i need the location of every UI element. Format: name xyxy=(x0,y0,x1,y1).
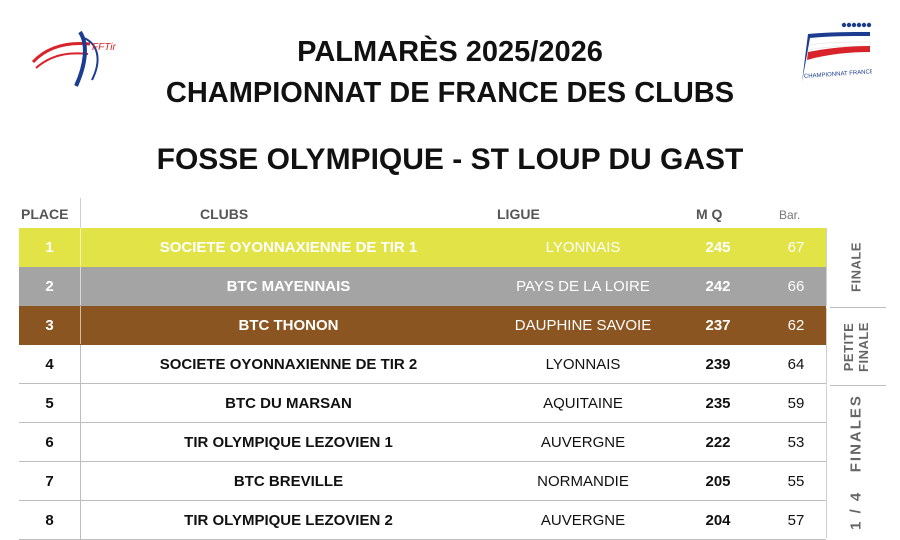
svg-text:FFTir: FFTir xyxy=(92,42,116,53)
ligue-cell: LYONNAIS xyxy=(496,228,670,267)
mq-cell: 235 xyxy=(670,383,766,423)
table-row: 4 SOCIETE OYONNAXIENNE DE TIR 2 LYONNAIS… xyxy=(19,344,826,384)
table-row: 5 BTC DU MARSAN AQUITAINE 235 59 xyxy=(19,383,826,423)
table-row: 3 BTC THONON DAUPHINE SAVOIE 237 62 xyxy=(19,305,826,345)
col-header-bar: Bar. xyxy=(779,208,801,222)
col-header-ligue: LIGUE xyxy=(497,206,540,222)
ligue-cell: AUVERGNE xyxy=(496,500,670,540)
col-header-mq: M Q xyxy=(696,206,723,222)
phase-divider xyxy=(830,307,886,308)
table-row: 8 TIR OLYMPIQUE LEZOVIEN 2 AUVERGNE 204 … xyxy=(19,500,826,540)
bar-cell: 66 xyxy=(766,266,826,306)
mq-cell: 205 xyxy=(670,461,766,501)
bar-cell: 64 xyxy=(766,344,826,384)
bar-cell: 59 xyxy=(766,383,826,423)
title-discipline-venue: FOSSE OLYMPIQUE - ST LOUP DU GAST xyxy=(156,143,744,176)
bar-cell: 67 xyxy=(766,228,826,267)
ligue-cell: DAUPHINE SAVOIE xyxy=(496,305,670,345)
mq-cell: 204 xyxy=(670,500,766,540)
club-cell: BTC MAYENNAIS xyxy=(80,266,496,306)
phase-petite-finale: PETITE FINALE xyxy=(826,308,886,385)
ligue-cell: LYONNAIS xyxy=(496,344,670,384)
table-row: 2 BTC MAYENNAIS PAYS DE LA LOIRE 242 66 xyxy=(19,266,826,306)
table-row: 6 TIR OLYMPIQUE LEZOVIEN 1 AUVERGNE 222 … xyxy=(19,422,826,462)
phase-finale: FINALE xyxy=(826,228,886,306)
championnat-clubs-logo: CHAMPIONNAT FRANCE CLUBS xyxy=(798,20,896,90)
phase-divider xyxy=(830,385,886,386)
place-cell: 4 xyxy=(19,344,81,384)
mq-cell: 239 xyxy=(670,344,766,384)
phase-finale-label: FINALE xyxy=(848,242,864,292)
ligue-cell: AQUITAINE xyxy=(496,383,670,423)
ligue-cell: NORMANDIE xyxy=(496,461,670,501)
table-row: 1 SOCIETE OYONNAXIENNE DE TIR 1 LYONNAIS… xyxy=(19,228,826,267)
club-cell: BTC THONON xyxy=(80,305,496,345)
place-cell: 3 xyxy=(19,305,81,345)
bar-cell: 55 xyxy=(766,461,826,501)
mq-cell: 245 xyxy=(670,228,766,267)
col-header-place: PLACE xyxy=(21,206,69,222)
mq-cell: 242 xyxy=(670,266,766,306)
club-cell: BTC DU MARSAN xyxy=(80,383,496,423)
ligue-cell: AUVERGNE xyxy=(496,422,670,462)
club-cell: BTC BREVILLE xyxy=(80,461,496,501)
place-cell: 7 xyxy=(19,461,81,501)
bar-cell: 53 xyxy=(766,422,826,462)
place-cell: 2 xyxy=(19,266,81,306)
fftir-logo: FFTir xyxy=(28,24,118,94)
place-cell: 1 xyxy=(19,228,81,267)
bar-cell: 57 xyxy=(766,500,826,540)
place-cell: 5 xyxy=(19,383,81,423)
club-cell: SOCIETE OYONNAXIENNE DE TIR 2 xyxy=(80,344,496,384)
bar-cell: 62 xyxy=(766,305,826,345)
phase-quarter-finals-label: 1 / 4 FINALES xyxy=(847,394,865,530)
phase-petite-finale-label: PETITE FINALE xyxy=(841,321,871,372)
place-cell: 8 xyxy=(19,500,81,540)
club-cell: TIR OLYMPIQUE LEZOVIEN 2 xyxy=(80,500,496,540)
club-cell: TIR OLYMPIQUE LEZOVIEN 1 xyxy=(80,422,496,462)
phase-quarter-finals: 1 / 4 FINALES xyxy=(826,386,886,538)
header-divider xyxy=(80,198,81,228)
results-table: 1 SOCIETE OYONNAXIENNE DE TIR 1 LYONNAIS… xyxy=(19,228,826,540)
title-palmares: PALMARÈS 2025/2026 xyxy=(297,36,603,68)
col-header-clubs: CLUBS xyxy=(200,206,249,222)
ligue-cell: PAYS DE LA LOIRE xyxy=(496,266,670,306)
table-row: 7 BTC BREVILLE NORMANDIE 205 55 xyxy=(19,461,826,501)
place-cell: 6 xyxy=(19,422,81,462)
mq-cell: 222 xyxy=(670,422,766,462)
club-cell: SOCIETE OYONNAXIENNE DE TIR 1 xyxy=(80,228,496,267)
title-championnat: CHAMPIONNAT DE FRANCE DES CLUBS xyxy=(165,77,735,109)
mq-cell: 237 xyxy=(670,305,766,345)
